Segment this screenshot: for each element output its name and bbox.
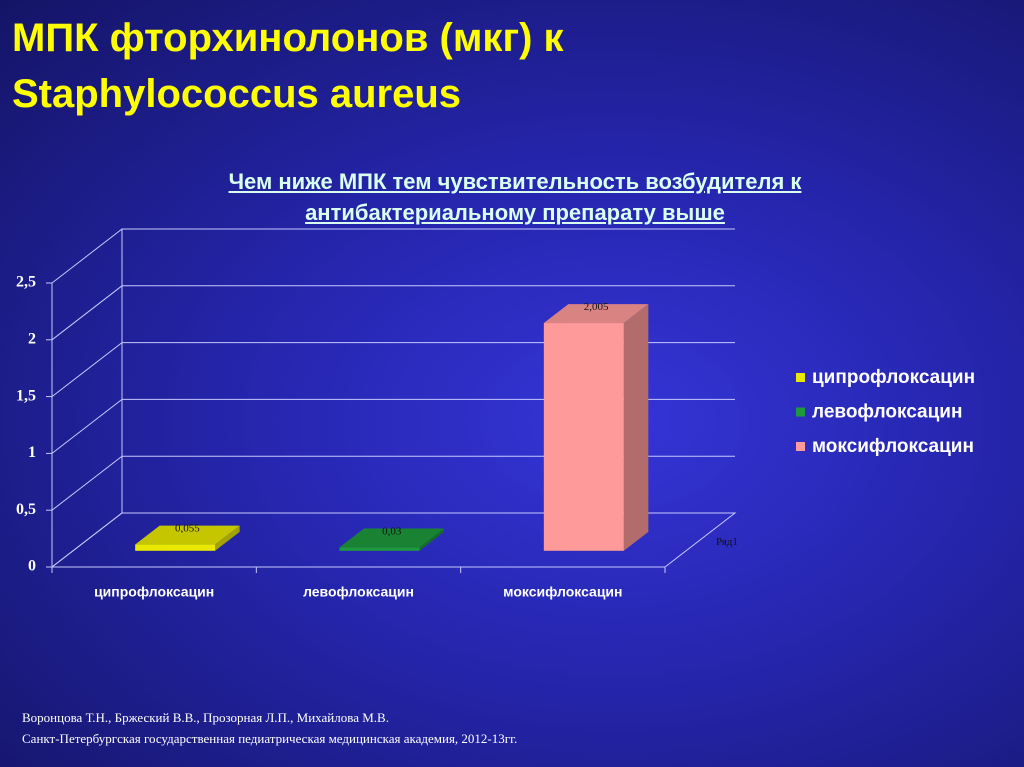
bar — [339, 547, 420, 551]
legend-swatch — [796, 407, 805, 417]
grid-line — [51, 285, 735, 341]
footer-line: Санкт-Петербургская государственная педи… — [22, 731, 518, 746]
y-tick-label: 0 — [28, 558, 36, 575]
bar-top — [135, 525, 240, 545]
x-tick-label: моксифлоксацин — [503, 584, 622, 600]
grid-line — [51, 455, 735, 511]
slide-title: МПК фторхинолонов (мкг) к Staphylococcus… — [12, 16, 564, 116]
legend-label: моксифлоксацин — [812, 436, 974, 457]
footer: Воронцова Т.Н., Бржеский В.В., Прозорная… — [22, 707, 517, 749]
data-label: 2,005 — [584, 301, 609, 313]
y-tick-label: 1,5 — [16, 387, 36, 404]
series-label: Ряд1 — [716, 536, 738, 548]
legend-swatch — [796, 442, 805, 451]
grid-line — [51, 342, 735, 397]
data-label: 0,03 — [382, 525, 402, 537]
grid-line — [51, 228, 735, 284]
chart: 0 0,5 1 1,5 2 2,5 ципрофлоксацин 0,055 левофлокс… — [16, 228, 975, 600]
grid-line — [51, 398, 735, 454]
bar-side — [419, 528, 444, 551]
bar — [135, 544, 216, 551]
chart-subtitle: Чем ниже МПК тем чувствительность возбуд… — [228, 169, 802, 225]
bar — [543, 323, 624, 551]
y-tick-label: 2,5 — [16, 274, 36, 291]
y-tick-label: 0,5 — [16, 501, 36, 518]
legend-label: левофлоксацин — [812, 402, 962, 423]
bar-side — [623, 304, 649, 551]
bar-top — [339, 528, 444, 548]
footer-line: Воронцова Т.Н., Бржеский В.В., Прозорная… — [22, 710, 389, 725]
y-tick-label: 2 — [28, 330, 36, 347]
x-tick-label: левофлоксацин — [303, 584, 414, 600]
bar-top — [543, 304, 649, 324]
bar-side — [215, 525, 240, 551]
y-tick-label: 1 — [28, 444, 36, 461]
legend-swatch — [796, 373, 805, 382]
grid-line — [51, 512, 735, 568]
legend-label: ципрофлоксацин — [812, 367, 975, 388]
x-tick-label: ципрофлоксацин — [94, 584, 214, 600]
data-label: 0,055 — [175, 523, 200, 535]
